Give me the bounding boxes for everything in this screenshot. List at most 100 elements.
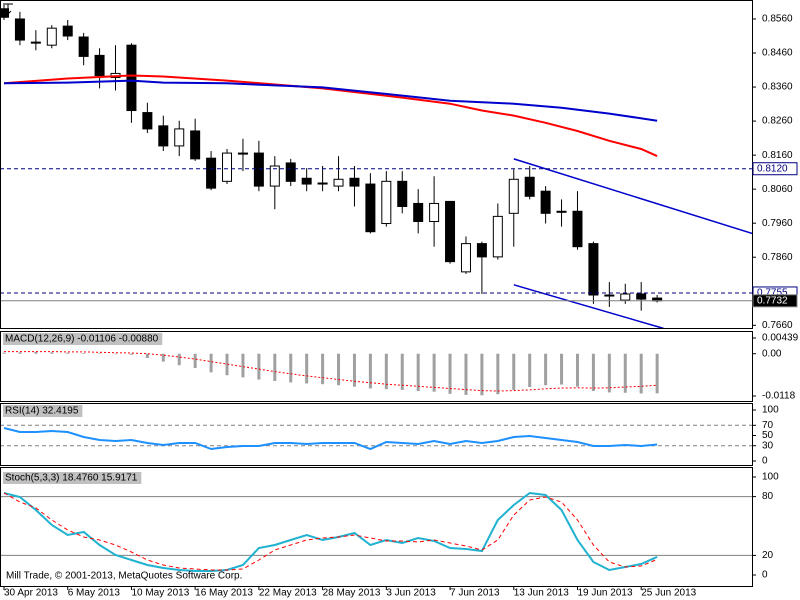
candle-body bbox=[429, 202, 440, 222]
copyright-note: Mill Trade, © 2001-2013, MetaQuotes Soft… bbox=[6, 571, 242, 582]
candle-body bbox=[604, 294, 615, 297]
candle-body bbox=[269, 165, 280, 187]
candle-body bbox=[174, 128, 185, 147]
y-tick-label: 100 bbox=[762, 405, 779, 416]
candle-body bbox=[492, 215, 503, 258]
candle-body bbox=[445, 200, 456, 263]
y-tick-label: -0.0118 bbox=[762, 391, 796, 402]
macd-bar bbox=[448, 353, 452, 394]
macd-bar bbox=[544, 353, 548, 386]
macd-bar bbox=[321, 353, 325, 385]
candle-body bbox=[206, 157, 217, 189]
indicator-line bbox=[3, 427, 658, 451]
macd-bar bbox=[480, 353, 484, 396]
signal-line bbox=[4, 351, 658, 392]
macd-bar bbox=[305, 353, 309, 384]
candle-body bbox=[301, 177, 312, 185]
candle-body bbox=[524, 176, 535, 197]
y-tick-label: 0.7860 bbox=[762, 252, 793, 263]
macd-bar bbox=[289, 353, 293, 383]
candle-body bbox=[78, 36, 89, 57]
candle-body bbox=[381, 180, 392, 225]
y-tick-label: 50 bbox=[762, 430, 774, 441]
candle-body bbox=[460, 243, 471, 273]
macd-bar bbox=[209, 353, 213, 373]
trend-line bbox=[513, 158, 752, 235]
x-tick-label: 13 Jun 2013 bbox=[514, 588, 569, 599]
macd-bar bbox=[560, 353, 564, 385]
macd-bar bbox=[2, 352, 6, 354]
moving-average bbox=[3, 79, 658, 122]
macd-bar bbox=[82, 353, 86, 354]
indicator-header-bg bbox=[3, 472, 142, 484]
y-tick-label: 0.8360 bbox=[762, 82, 793, 93]
indicator-header: MACD(12,26,9) -0.01106 -0.00880 bbox=[5, 334, 159, 345]
y-tick-label: 80 bbox=[762, 491, 774, 502]
macd-bar bbox=[257, 353, 261, 380]
x-tick-label: 25 Jun 2013 bbox=[641, 588, 696, 599]
macd-bar bbox=[384, 353, 388, 390]
macd-bar bbox=[34, 351, 38, 354]
y-tick-label: 0.8260 bbox=[762, 116, 793, 127]
y-tick-label: 0.8460 bbox=[762, 48, 793, 59]
indicator-header-bg bbox=[3, 405, 83, 417]
panel bbox=[2, 351, 659, 396]
x-tick-label: 16 May 2013 bbox=[195, 588, 253, 599]
candle-body bbox=[158, 125, 169, 147]
y-tick-label: 20 bbox=[762, 550, 774, 561]
x-tick-label: 6 May 2013 bbox=[68, 588, 121, 599]
y-tick-label: 0.7960 bbox=[762, 218, 793, 229]
macd-panel-frame bbox=[0, 331, 753, 402]
y-tick-label: 0.8160 bbox=[762, 150, 793, 161]
candle-body bbox=[222, 152, 233, 182]
x-tick-label: 19 Jun 2013 bbox=[577, 588, 632, 599]
candle-body bbox=[1, 8, 9, 18]
macd-bar bbox=[623, 353, 627, 393]
macd-bar bbox=[18, 352, 22, 354]
stoch-panel-frame bbox=[0, 467, 753, 587]
macd-bar bbox=[512, 353, 516, 390]
candle-body bbox=[317, 182, 328, 185]
y-tick-label: 0.7660 bbox=[762, 320, 793, 331]
indicator-header: Stoch(5,3,3) 18.4760 15.9171 bbox=[5, 473, 138, 484]
y-tick-label: 30 bbox=[762, 440, 774, 451]
y-tick-label: 100 bbox=[762, 472, 779, 483]
macd-bar bbox=[591, 353, 595, 391]
price-tag-label: 0.7732 bbox=[757, 295, 788, 306]
macd-bar bbox=[225, 353, 229, 376]
macd-bar bbox=[352, 353, 356, 387]
macd-bar bbox=[114, 353, 118, 355]
candle-body bbox=[349, 177, 360, 187]
macd-bar bbox=[161, 353, 165, 362]
candle-body bbox=[397, 180, 408, 208]
macd-bar bbox=[193, 353, 197, 369]
candle-body bbox=[190, 130, 201, 160]
panel bbox=[1, 424, 752, 451]
candle-body bbox=[572, 210, 583, 248]
x-tick-label: 28 May 2013 bbox=[323, 588, 381, 599]
macd-bar bbox=[528, 353, 532, 388]
macd-bar bbox=[639, 353, 643, 394]
candle-body bbox=[333, 178, 344, 187]
macd-bar bbox=[50, 352, 54, 354]
candle-body bbox=[365, 183, 376, 233]
macd-bar bbox=[129, 353, 133, 355]
price-tag-label: 0.8120 bbox=[757, 163, 788, 174]
macd-bar bbox=[575, 353, 579, 387]
macd-bar bbox=[432, 353, 436, 392]
candle-body bbox=[556, 210, 567, 213]
x-tick-label: 7 Jun 2013 bbox=[450, 588, 500, 599]
y-tick-label: 0.8560 bbox=[762, 14, 793, 25]
indicator-header: RSI(14) 32.4195 bbox=[5, 406, 79, 417]
macd-bar bbox=[273, 353, 277, 381]
candle-body bbox=[126, 44, 137, 112]
candle-body bbox=[620, 293, 631, 301]
candle-body bbox=[540, 190, 551, 214]
price-tag-label: 0.7755 bbox=[757, 288, 788, 299]
candle-body bbox=[508, 178, 519, 214]
trend-line bbox=[513, 284, 664, 328]
x-tick-label: 22 May 2013 bbox=[259, 588, 317, 599]
